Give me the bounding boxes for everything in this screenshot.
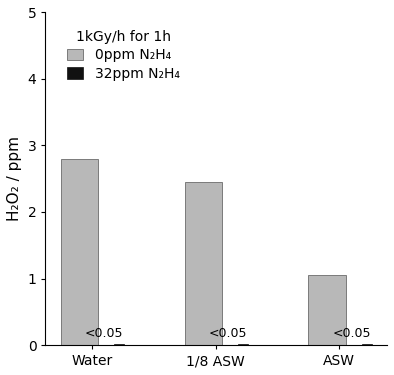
- Y-axis label: H₂O₂ / ppm: H₂O₂ / ppm: [7, 136, 22, 221]
- Bar: [362, 344, 372, 345]
- Legend: 0ppm N₂H₄, 32ppm N₂H₄: 0ppm N₂H₄, 32ppm N₂H₄: [63, 26, 184, 85]
- Text: <0.05: <0.05: [333, 327, 371, 340]
- Bar: [309, 275, 346, 345]
- Bar: [114, 344, 124, 345]
- Text: <0.05: <0.05: [85, 327, 123, 340]
- Bar: [61, 159, 98, 345]
- Text: <0.05: <0.05: [209, 327, 247, 340]
- Bar: [238, 344, 248, 345]
- Bar: [185, 182, 222, 345]
